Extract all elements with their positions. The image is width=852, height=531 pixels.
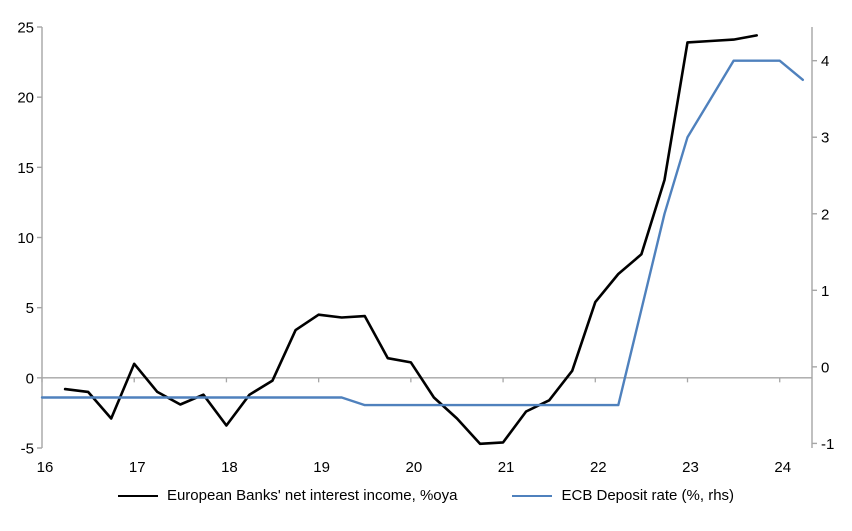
x-axis-tick-label: 19	[313, 459, 330, 476]
x-axis-tick-label: 23	[682, 459, 699, 476]
right-axis-tick-label: 1	[821, 283, 829, 300]
black-line-swatch	[117, 494, 158, 497]
left-axis-tick-label: 10	[17, 230, 34, 247]
right-axis-tick-label: 4	[821, 53, 829, 70]
left-axis-tick-label: 15	[17, 160, 34, 177]
x-axis-tick-label: 18	[221, 459, 238, 476]
x-axis-tick-label: 20	[406, 459, 423, 476]
blue-line-swatch	[512, 494, 553, 497]
legend-label-nii: European Banks' net interest income, %oy…	[166, 487, 458, 504]
series-line-deposit-rate	[40, 59, 804, 407]
x-axis-tick-label: 17	[129, 459, 146, 476]
left-axis-tick-label: 20	[17, 90, 34, 107]
right-axis-tick-label: 3	[821, 130, 829, 147]
left-axis-tick-label: 25	[17, 20, 34, 37]
left-axis-tick-label: 5	[26, 300, 34, 317]
x-axis-tick-label: 24	[774, 459, 791, 476]
left-axis-tick-label: 0	[26, 370, 34, 387]
x-axis-tick-label: 22	[590, 459, 607, 476]
x-axis-tick-label: 16	[37, 459, 54, 476]
x-axis-tick-label: 21	[498, 459, 515, 476]
right-axis-tick-label: 2	[821, 206, 829, 223]
legend-item-deposit-rate: ECB Deposit rate (%, rhs)	[512, 487, 734, 504]
chart-legend: European Banks' net interest income, %oy…	[0, 487, 852, 504]
right-axis-tick-label: -1	[821, 436, 834, 453]
series-line-nii	[63, 34, 759, 446]
right-axis-tick-label: 0	[821, 359, 829, 376]
legend-item-nii: European Banks' net interest income, %oy…	[117, 487, 458, 504]
legend-label-deposit-rate: ECB Deposit rate (%, rhs)	[561, 487, 735, 504]
left-axis-tick-label: -5	[21, 441, 34, 458]
